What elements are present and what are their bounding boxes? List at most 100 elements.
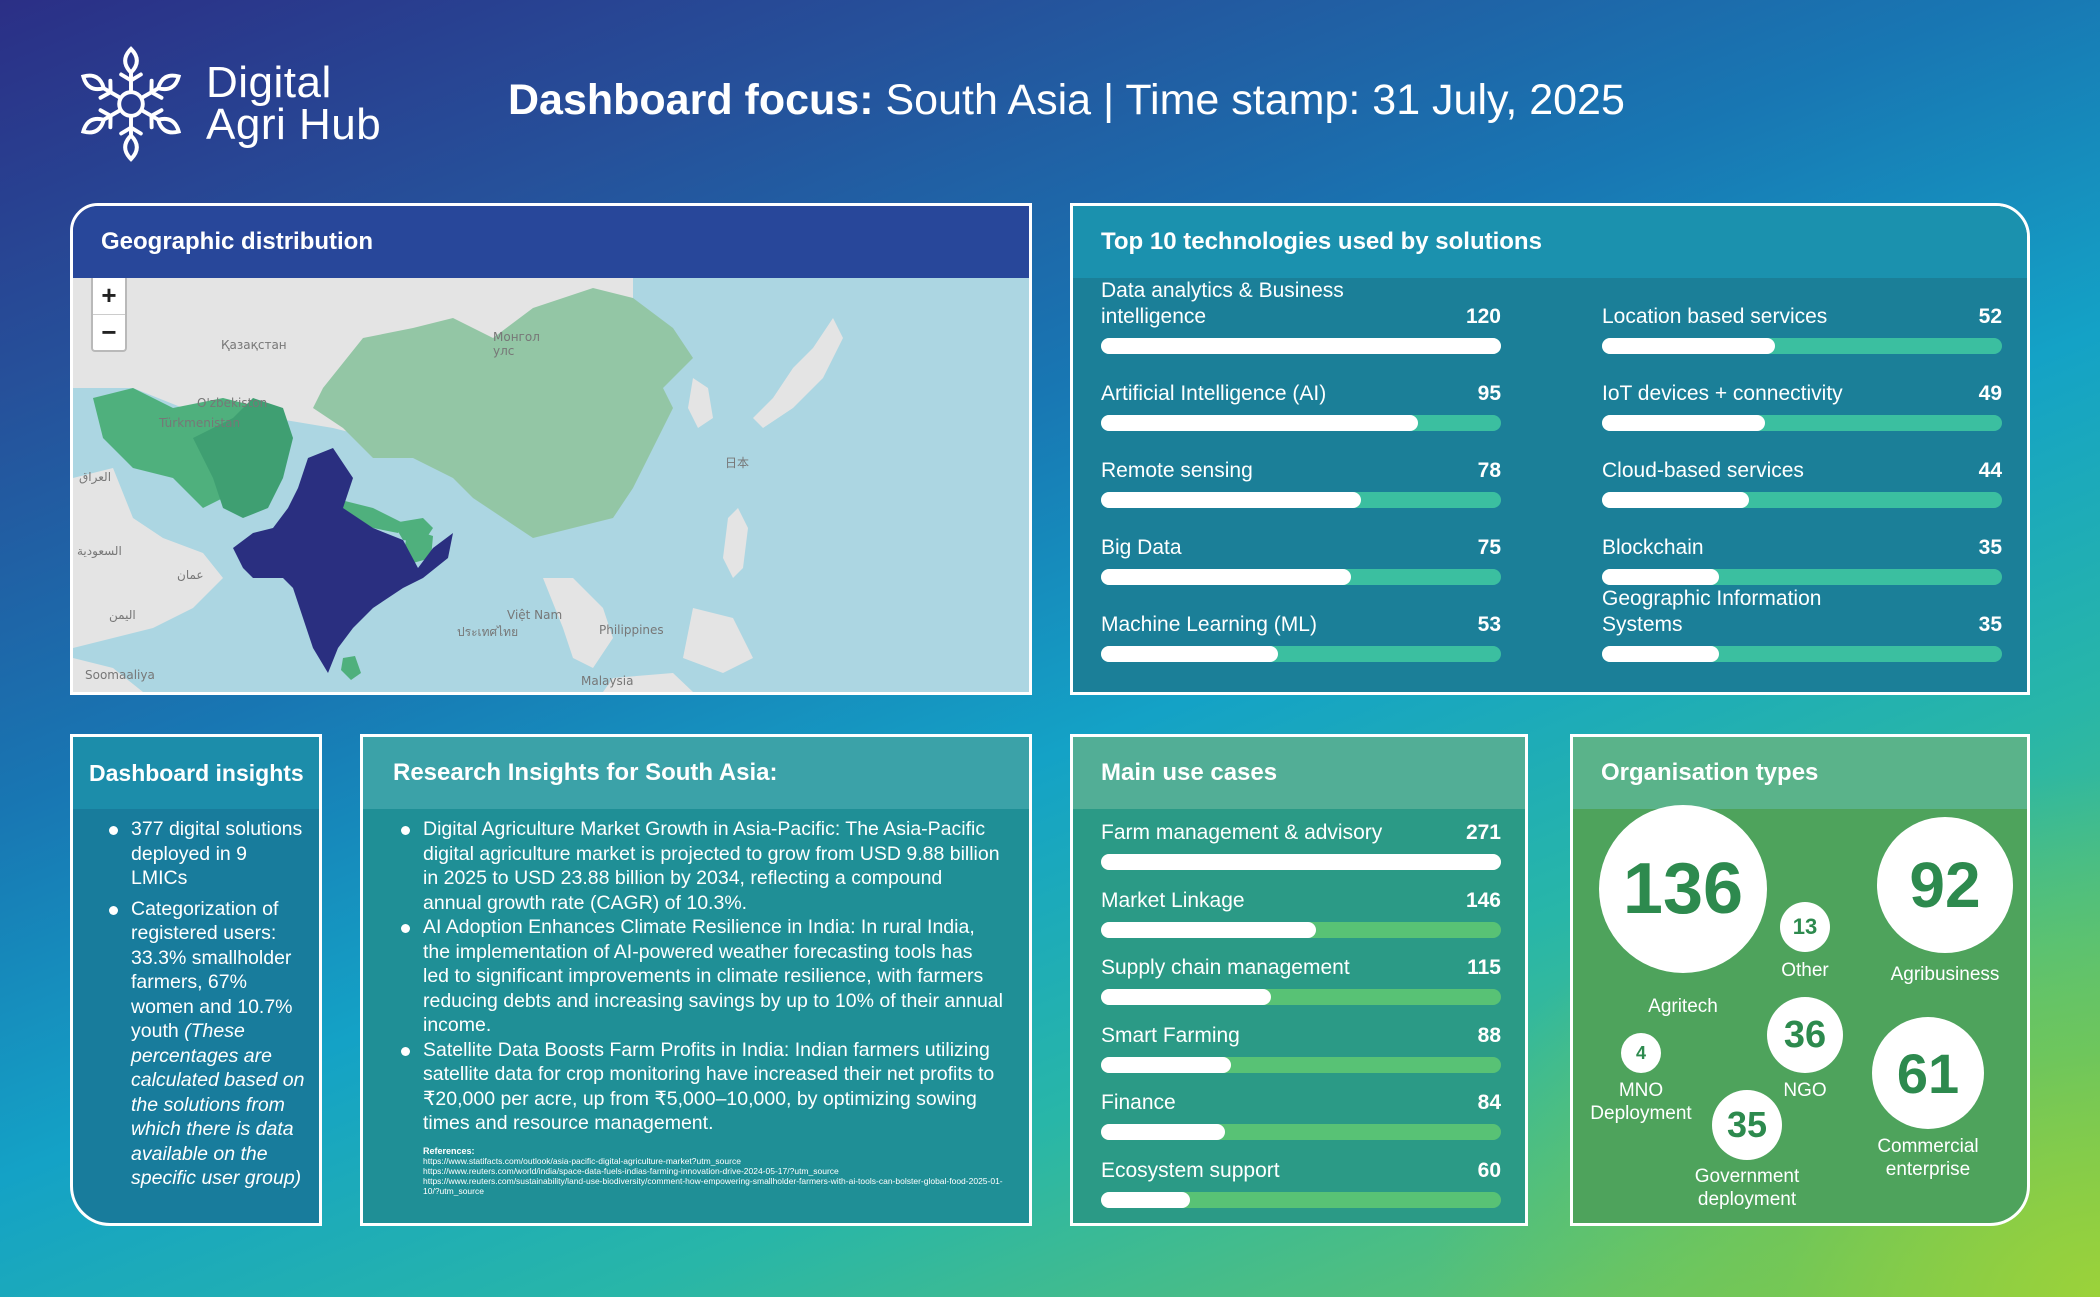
org-title: Organisation types: [1573, 737, 2027, 809]
map[interactable]: Қазақстан Монгол улс O'zbekiston Türkmen…: [73, 278, 1029, 692]
map-canvas[interactable]: [73, 278, 1029, 692]
tech-bar-fill: [1602, 415, 1766, 431]
tech-label: Location based services: [1602, 305, 1828, 328]
map-label-uzbekistan: O'zbekiston: [197, 396, 268, 410]
org-bubble: 35: [1712, 1090, 1782, 1160]
tech-bar-header: Remote sensing 78: [1101, 432, 1501, 484]
insight-item: Categorization of registered users: 33.3…: [109, 897, 307, 1191]
top-technologies-panel: Top 10 technologies used by solutions Da…: [1070, 203, 2030, 695]
use-case-row: Ecosystem support 60: [1101, 1158, 1501, 1208]
org-bubble: 4: [1621, 1033, 1661, 1073]
tech-bar-header: Blockchain 35: [1602, 509, 2002, 561]
tech-label: Blockchain: [1602, 536, 1704, 559]
org-bubble: 136: [1599, 805, 1767, 973]
dashboard-insights-panel: Dashboard insights 377 digital solutions…: [70, 734, 322, 1226]
map-label-oman: عمان: [177, 568, 204, 582]
use-case-header: Finance 84: [1101, 1090, 1501, 1116]
tech-bar-track: [1101, 415, 1501, 431]
tech-value: 44: [1978, 459, 2002, 482]
leaf-network-icon: [76, 46, 186, 162]
references: References: https://www.statifacts.com/o…: [363, 1136, 1029, 1196]
map-label-philippines: Philippines: [599, 623, 664, 637]
org-label: Government deployment: [1694, 1166, 1800, 1210]
tech-bar-track: [1101, 569, 1501, 585]
use-case-label: Farm management & advisory: [1101, 821, 1383, 844]
use-case-fill: [1101, 854, 1501, 870]
tech-label: Artificial Intelligence (AI): [1101, 382, 1327, 405]
tech-label: Geographic Information Systems: [1602, 587, 1822, 636]
page-title: Dashboard focus: South Asia | Time stamp…: [508, 76, 1625, 125]
reference-link[interactable]: https://www.reuters.com/world/india/spac…: [423, 1165, 839, 1176]
use-case-value: 146: [1465, 888, 1501, 912]
research-item: Satellite Data Boosts Farm Profits in In…: [401, 1038, 1003, 1136]
map-label-vietnam: Việt Nam: [507, 608, 563, 622]
references-title: References:: [423, 1145, 475, 1156]
zoom-in-button[interactable]: +: [101, 280, 117, 310]
use-case-row: Smart Farming 88: [1101, 1023, 1501, 1073]
map-label-japan: 日本: [725, 456, 750, 470]
tech-bar-header: IoT devices + connectivity 49: [1602, 355, 2002, 407]
research-title: Research Insights for South Asia:: [363, 737, 1029, 809]
tech-bar-header: Geographic Information Systems 35: [1602, 586, 2002, 638]
tech-bar-track: [1101, 338, 1501, 354]
zoom-control: + −: [91, 278, 127, 352]
research-item: AI Adoption Enhances Climate Resilience …: [401, 916, 1003, 1036]
use-case-fill: [1101, 1056, 1231, 1073]
main-use-cases-panel: Main use cases Farm management & advisor…: [1070, 734, 1528, 1226]
org-bubble: 92: [1877, 817, 2013, 953]
tech-bar-fill: [1101, 338, 1501, 354]
org-label: Other: [1781, 960, 1829, 981]
map-label-malaysia: Malaysia: [581, 674, 634, 688]
focus-label: Dashboard focus:: [508, 76, 874, 124]
use-case-row: Farm management & advisory 271: [1101, 820, 1501, 870]
use-case-track: [1101, 854, 1501, 870]
use-case-label: Supply chain management: [1101, 956, 1350, 979]
reference-link[interactable]: https://www.reuters.com/sustainability/l…: [423, 1175, 1003, 1196]
org-bubble: 13: [1780, 902, 1830, 952]
use-case-track: [1101, 1056, 1501, 1073]
tech-bar-fill: [1101, 492, 1361, 508]
tech-bar-track: [1602, 646, 2002, 662]
map-label-somalia: Soomaaliya: [85, 668, 155, 682]
zoom-out-button[interactable]: −: [93, 314, 125, 350]
org-bubble: 36: [1767, 997, 1843, 1073]
reference-link[interactable]: https://www.statifacts.com/outlook/asia-…: [423, 1155, 741, 1166]
use-case-label: Finance: [1101, 1091, 1176, 1114]
use-case-row: Supply chain management 115: [1101, 955, 1501, 1005]
use-case-value: 115: [1467, 956, 1501, 979]
tech-bar-list: Data analytics & Business intelligence 12…: [1073, 278, 2027, 692]
tech-label: Cloud-based services: [1602, 459, 1804, 482]
tech-bar-fill: [1602, 569, 1719, 585]
tech-bar-header: Data analytics & Business intelligence 12…: [1101, 278, 1501, 330]
tech-bar-track: [1101, 646, 1501, 662]
tech-value: 52: [1978, 305, 2002, 328]
use-case-fill: [1101, 1124, 1225, 1140]
use-case-value: 60: [1477, 1158, 1501, 1182]
use-case-value: 271: [1465, 821, 1501, 844]
organisation-types-panel: Organisation types 136 Agritech 92 Agribusi…: [1570, 734, 2030, 1226]
brand-name: Digital Agri Hub: [206, 61, 381, 147]
org-label: Commercial enterprise: [1877, 1136, 1979, 1180]
tech-value: 95: [1477, 382, 1501, 405]
tech-bar-row: Cloud-based services 44: [1602, 432, 2002, 508]
research-list: Digital Agriculture Market Growth in Asi…: [363, 809, 1029, 1136]
map-label-saudi: السعودية: [77, 544, 122, 558]
tech-bar-row: Artificial Intelligence (AI) 95: [1101, 355, 1501, 431]
brand-logo: Digital Agri Hub: [72, 44, 392, 164]
tech-bar-row: Geographic Information Systems 35: [1602, 586, 2002, 662]
map-label-thailand: ประเทศไทย: [457, 625, 519, 639]
tech-value: 75: [1477, 536, 1501, 559]
geographic-distribution-panel: Geographic distribution: [70, 203, 1032, 695]
tech-bar-row: Big Data 75: [1101, 509, 1501, 585]
map-label-turkmenistan: Türkmenistan: [159, 416, 241, 430]
tech-value: 49: [1978, 382, 2002, 405]
use-case-track: [1101, 921, 1501, 938]
map-label-kazakhstan: Қазақстан: [221, 338, 287, 352]
org-label: MNO Deployment: [1590, 1080, 1692, 1124]
research-item: Digital Agriculture Market Growth in Asi…: [401, 817, 1003, 915]
tech-bar-fill: [1101, 415, 1418, 431]
tech-bar-header: Artificial Intelligence (AI) 95: [1101, 355, 1501, 407]
insight-item: 377 digital solutions deployed in 9 LMIC…: [109, 817, 307, 891]
use-case-header: Market Linkage 146: [1101, 888, 1501, 914]
tech-value: 35: [1978, 613, 2002, 636]
